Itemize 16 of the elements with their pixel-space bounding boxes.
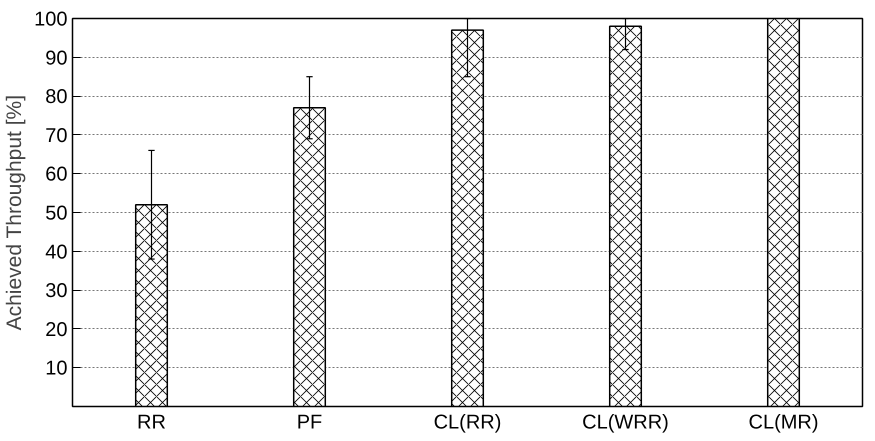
x-tick-label: CL(MR): [748, 412, 819, 434]
y-axis-title: Achieved Throughput [%]: [3, 94, 26, 330]
y-tick-label: 20: [45, 318, 68, 341]
x-tick-label: CL(RR): [434, 412, 502, 434]
y-tick-label: 30: [45, 280, 68, 302]
x-tick-label: RR: [137, 412, 166, 434]
y-tick-label: 100: [34, 8, 68, 30]
y-tick-label: 40: [45, 241, 68, 264]
y-tick-label: 50: [45, 202, 68, 224]
y-tick-label: 10: [45, 358, 68, 380]
y-tick-label: 60: [45, 164, 68, 186]
y-tick-label: 80: [45, 86, 68, 108]
x-tick-label: CL(WRR): [582, 412, 669, 434]
y-tick-label: 90: [45, 47, 68, 70]
y-tick-label: 70: [45, 124, 68, 147]
x-tick-label: PF: [296, 412, 322, 434]
